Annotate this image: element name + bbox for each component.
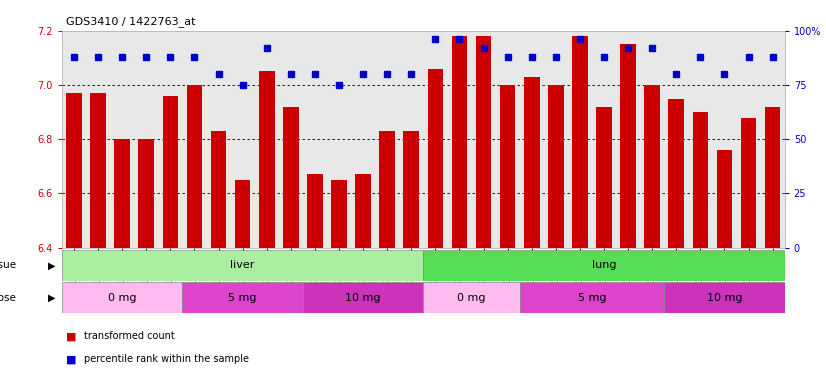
Bar [355,174,371,248]
Bar [765,107,781,248]
Bar [331,180,347,248]
Bar [452,36,468,248]
Bar [572,36,588,248]
Bar [114,139,130,248]
Bar [428,69,444,248]
Bar [183,282,303,313]
Text: ■: ■ [66,331,77,341]
Text: percentile rank within the sample: percentile rank within the sample [84,354,249,364]
Text: lung: lung [591,260,616,270]
Text: 5 mg: 5 mg [577,293,606,303]
Bar [548,85,563,248]
Bar [211,131,226,248]
Text: 5 mg: 5 mg [228,293,257,303]
Bar [668,99,684,248]
Text: tissue: tissue [0,260,17,270]
Bar [596,107,612,248]
Bar [379,131,395,248]
Bar [90,93,106,248]
Text: liver: liver [230,260,255,270]
Text: ▶: ▶ [48,293,56,303]
Bar [620,44,636,248]
Bar [717,150,733,248]
Bar [476,36,491,248]
Bar [259,71,274,248]
Bar [423,282,520,313]
Bar [423,250,785,281]
Text: ▶: ▶ [48,260,56,270]
Bar [187,85,202,248]
Bar [163,96,178,248]
Bar [644,85,660,248]
Bar [403,131,419,248]
Bar [235,180,250,248]
Text: 10 mg: 10 mg [345,293,381,303]
Text: transformed count: transformed count [84,331,175,341]
Bar [307,174,323,248]
Text: 0 mg: 0 mg [108,293,136,303]
Bar [283,107,299,248]
Text: 0 mg: 0 mg [458,293,486,303]
Bar [692,112,708,248]
Bar [500,85,515,248]
Bar [62,282,183,313]
Bar [664,282,785,313]
Bar [139,139,154,248]
Text: ■: ■ [66,354,77,364]
Text: GDS3410 / 1422763_at: GDS3410 / 1422763_at [66,16,196,27]
Bar [62,250,423,281]
Bar [524,77,539,248]
Text: 10 mg: 10 mg [707,293,743,303]
Bar [303,282,423,313]
Bar [66,93,82,248]
Bar [741,118,757,248]
Bar [520,282,664,313]
Text: dose: dose [0,293,17,303]
